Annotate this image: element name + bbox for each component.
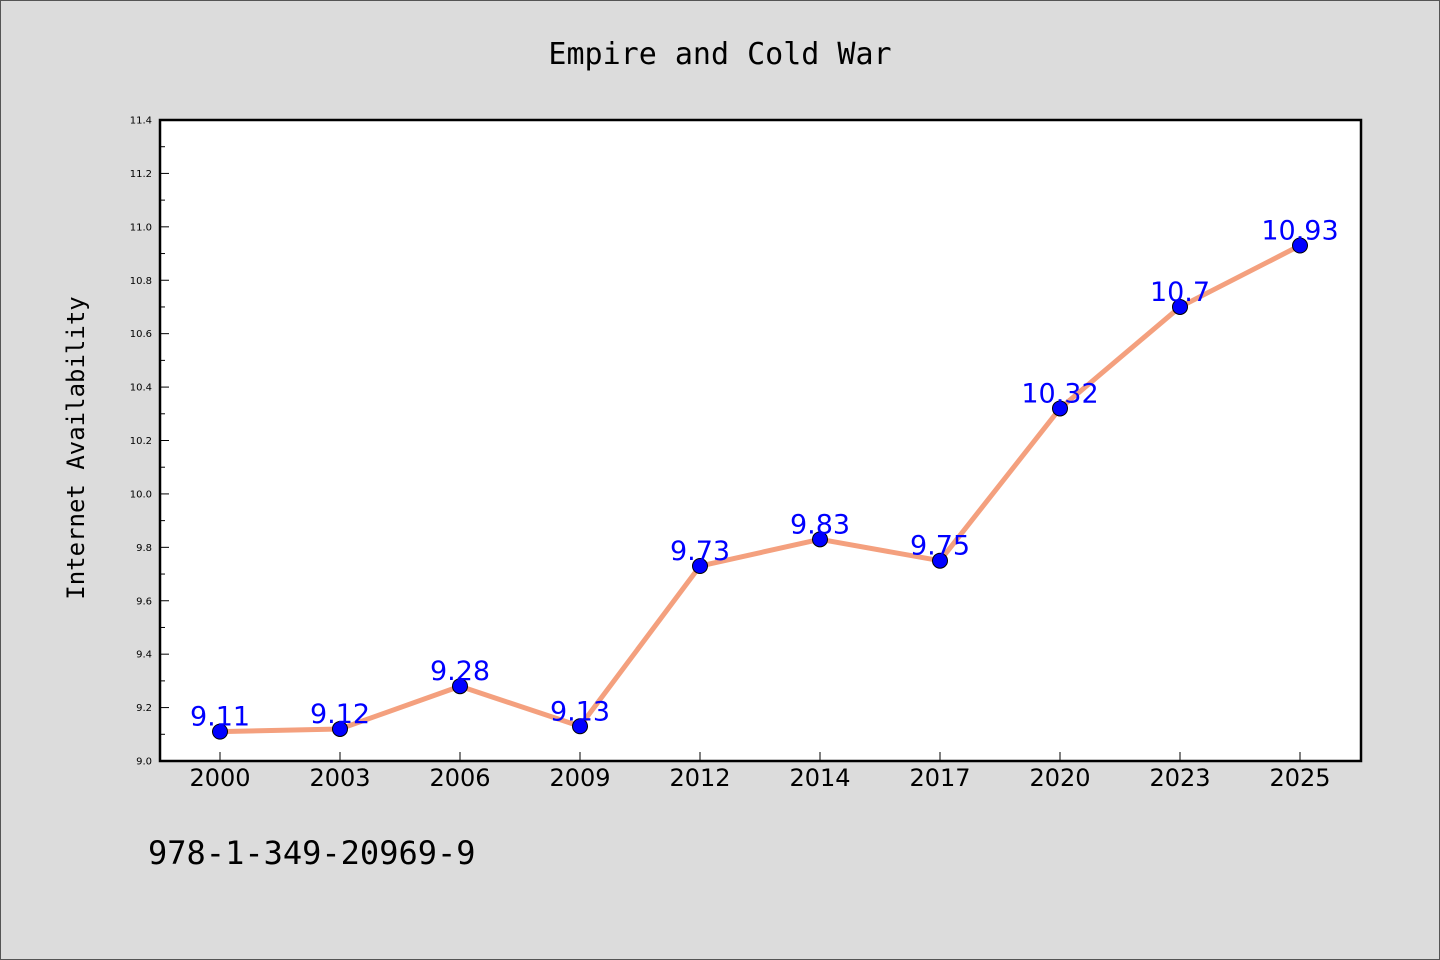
data-label: 9.28 bbox=[430, 656, 490, 687]
y-tick-label: 11.2 bbox=[130, 169, 152, 180]
data-label: 10.32 bbox=[1021, 378, 1098, 409]
data-point bbox=[1172, 298, 1188, 315]
data-point bbox=[1292, 237, 1308, 254]
data-label: 9.11 bbox=[190, 702, 250, 733]
plot-border bbox=[158, 118, 1363, 763]
data-point bbox=[812, 531, 828, 548]
x-axis-ticks: 2000 2003 2006 2009 2012 2014 2017 2020 2023 2025 bbox=[189, 752, 1331, 792]
data-point bbox=[212, 723, 228, 740]
data-label: 9.83 bbox=[790, 509, 850, 540]
x-tick-label: 2012 bbox=[669, 764, 730, 792]
plot-area bbox=[160, 120, 1361, 761]
y-tick-label: 11.0 bbox=[130, 222, 152, 233]
x-tick-label: 2025 bbox=[1269, 764, 1330, 792]
data-point bbox=[332, 720, 348, 737]
data-point bbox=[1052, 400, 1068, 417]
x-tick-label: 2023 bbox=[1149, 764, 1210, 792]
data-label: 10.93 bbox=[1261, 216, 1338, 247]
data-label: 9.12 bbox=[310, 699, 370, 730]
x-tick-label: 2006 bbox=[429, 764, 490, 792]
data-label: 9.73 bbox=[670, 536, 730, 567]
data-label: 9.13 bbox=[550, 696, 610, 727]
data-label: 9.75 bbox=[910, 531, 970, 562]
data-label: 10.7 bbox=[1150, 277, 1210, 308]
y-tick-label: 10.6 bbox=[130, 329, 152, 340]
y-tick-label: 10.0 bbox=[130, 489, 152, 500]
series-layer bbox=[212, 237, 1308, 740]
data-labels-layer: 9.11 9.12 9.28 9.13 9.73 9.83 9.75 10.32 10.7 10.… bbox=[190, 216, 1339, 733]
chart-title: Empire and Cold War bbox=[548, 37, 891, 72]
y-tick-label: 10.2 bbox=[130, 436, 152, 447]
y-tick-label: 9.6 bbox=[136, 596, 152, 607]
x-tick-label: 2009 bbox=[549, 764, 610, 792]
y-tick-label: 10.8 bbox=[130, 276, 152, 287]
y-tick-label: 9.2 bbox=[136, 703, 152, 714]
y-axis-ticks: 9.0 9.2 9.4 9.6 9.8 10.0 10.2 10.4 10.6 10.8 11.0 1… bbox=[130, 116, 169, 768]
x-tick-label: 2014 bbox=[789, 764, 850, 792]
data-point bbox=[932, 552, 948, 569]
x-tick-label: 2017 bbox=[909, 764, 970, 792]
y-tick-label: 9.4 bbox=[136, 650, 152, 661]
y-tick-label: 11.4 bbox=[130, 116, 152, 127]
x-tick-label: 2020 bbox=[1029, 764, 1090, 792]
footnote-isbn: 978-1-349-20969-9 bbox=[148, 834, 476, 872]
y-tick-label: 9.0 bbox=[136, 757, 152, 768]
series-line bbox=[217, 243, 1303, 735]
y-tick-label: 9.8 bbox=[136, 543, 152, 554]
y-axis-label: Internet Availability bbox=[62, 296, 90, 599]
x-tick-label: 2000 bbox=[189, 764, 250, 792]
data-point bbox=[692, 558, 708, 575]
data-point bbox=[452, 678, 468, 695]
data-point bbox=[572, 718, 588, 735]
x-tick-label: 2003 bbox=[309, 764, 370, 792]
y-tick-label: 10.4 bbox=[130, 383, 152, 394]
